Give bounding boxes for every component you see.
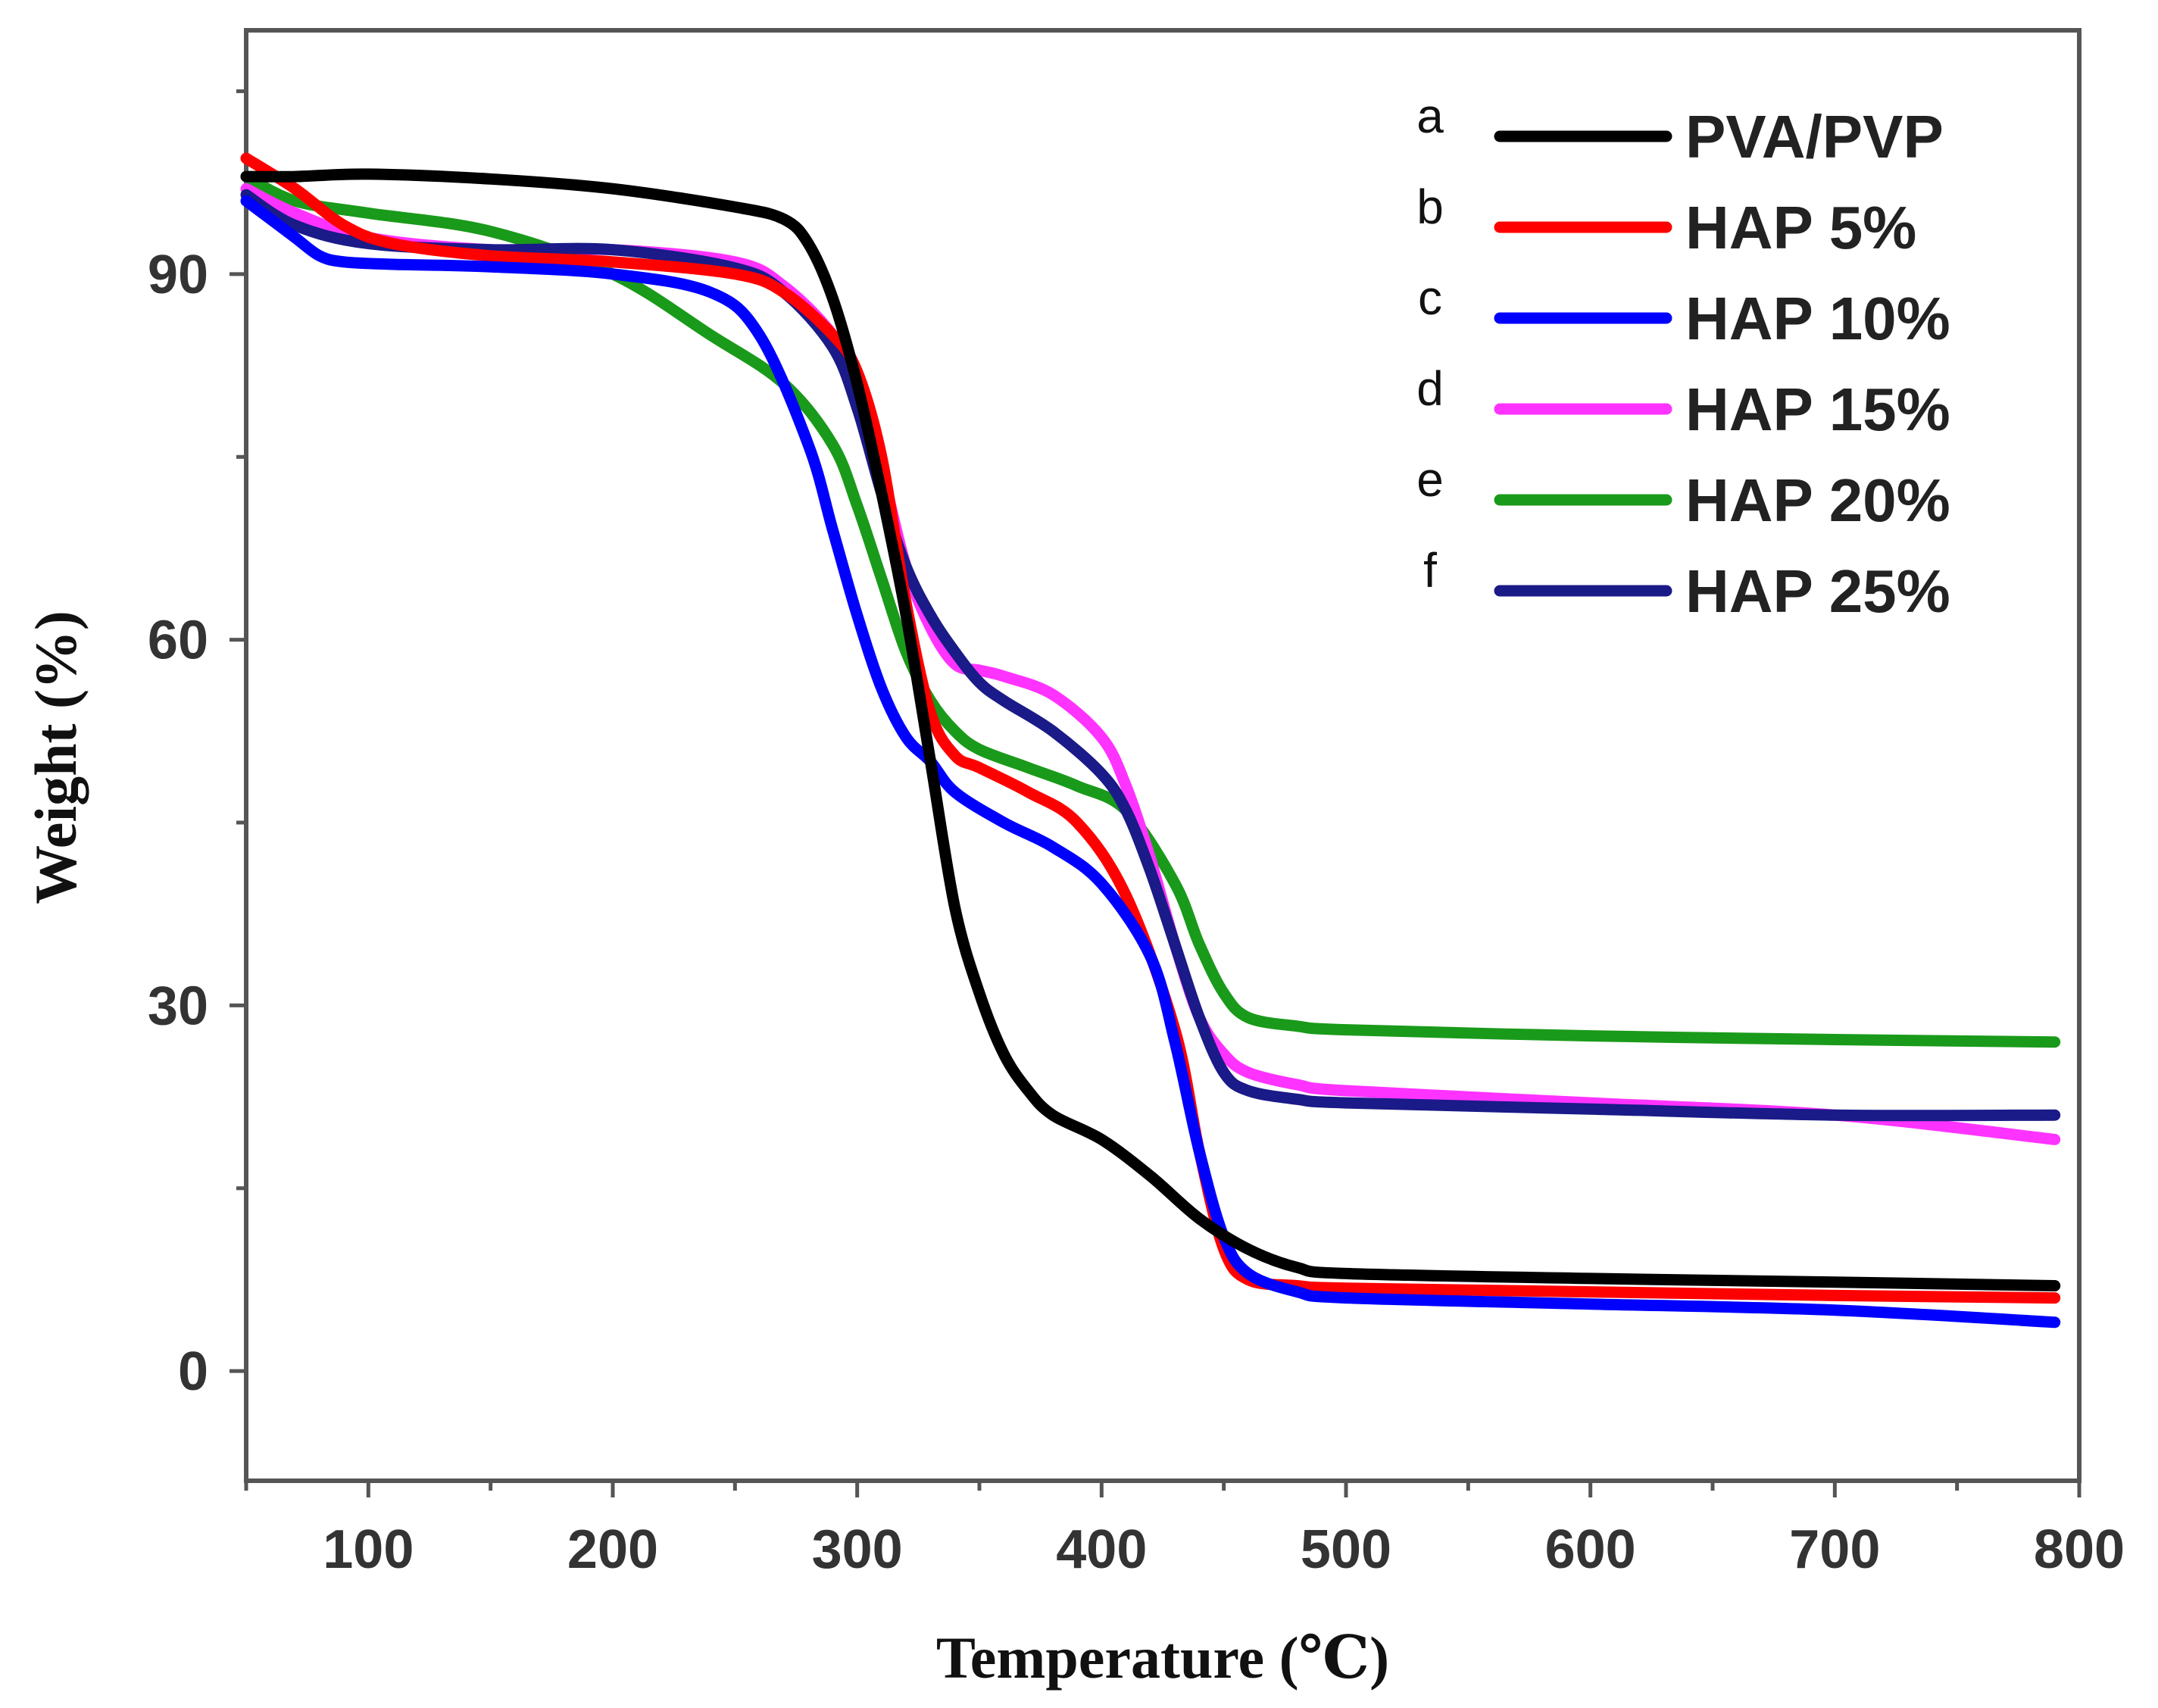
x-axis: 100 200 300 400 500 600 700 800: [244, 1481, 2125, 1580]
x-tick-label: 600: [1545, 1519, 1636, 1580]
legend-letter-d: d: [1416, 361, 1444, 416]
y-tick-label: 0: [178, 1341, 208, 1402]
series-lines: [240, 152, 2061, 1329]
legend-label-a: PVA/PVP: [1685, 103, 1944, 170]
x-tick-label: 800: [2034, 1519, 2125, 1580]
x-tick-label: 100: [323, 1519, 414, 1580]
x-tick-label: 200: [567, 1519, 658, 1580]
legend-letter-b: b: [1416, 180, 1444, 234]
legend-label-f: HAP 25%: [1685, 557, 1950, 625]
y-tick-label: 90: [148, 245, 208, 305]
x-tick-label: 700: [1789, 1519, 1880, 1580]
series-line-a: [240, 168, 2061, 1291]
series-line-b: [240, 152, 2061, 1304]
legend: a PVA/PVP b HAP 5% c HAP 10% d HAP 15% e HAP 20% f…: [1416, 89, 1950, 625]
y-tick-label: 60: [148, 610, 208, 671]
legend-label-b: HAP 5%: [1685, 194, 1916, 261]
x-tick-label: 400: [1056, 1519, 1147, 1580]
legend-letter-a: a: [1416, 89, 1444, 143]
series-line-f: [240, 189, 2061, 1122]
legend-label-d: HAP 15%: [1685, 376, 1950, 443]
series-line-c: [240, 195, 2061, 1329]
plot-frame: [244, 28, 2081, 1483]
legend-letter-f: f: [1423, 543, 1437, 598]
legend-letter-c: c: [1418, 270, 1442, 325]
x-axis-title: Temperature (℃): [936, 1625, 1389, 1691]
legend-label-e: HAP 20%: [1685, 467, 1950, 534]
x-tick-label: 500: [1301, 1519, 1391, 1580]
y-tick-label: 30: [148, 976, 208, 1036]
y-axis-title: Weight (%): [23, 610, 89, 904]
y-axis: 0 30 60 90: [148, 89, 246, 1402]
legend-label-c: HAP 10%: [1685, 285, 1950, 352]
legend-letter-e: e: [1416, 452, 1444, 507]
x-tick-label: 300: [812, 1519, 903, 1580]
